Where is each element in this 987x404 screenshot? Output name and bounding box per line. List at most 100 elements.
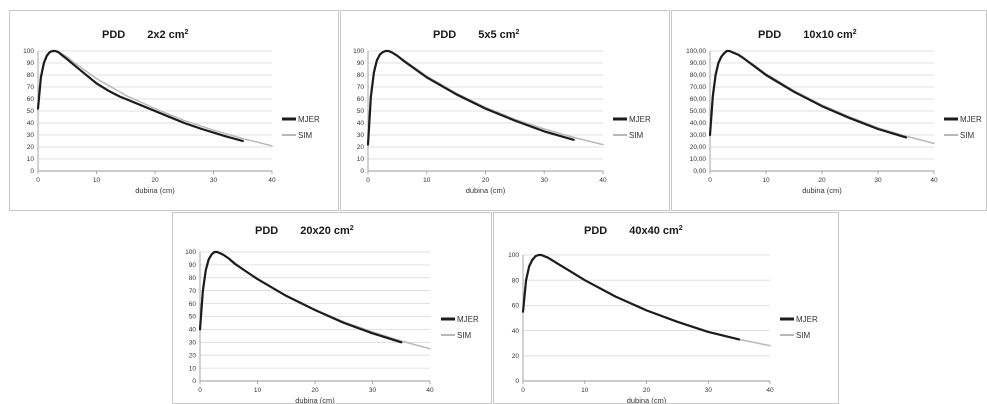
y-tick-label: 0,00 [693, 168, 706, 175]
chart-field-superscript: 2 [185, 29, 189, 36]
y-tick-label: 80 [512, 277, 520, 284]
series-line-mjer [366, 49, 575, 146]
chart-title-label: PDD [584, 225, 607, 237]
chart-panel-2x2: PDD 2x2 cm2 0 10 20 30 40 50 60 70 80 90 100 0 10 20 30 4… [9, 10, 339, 211]
y-tick-label: 40,00 [690, 120, 707, 127]
x-tick-label: 10 [93, 177, 101, 184]
y-tick-label: 10 [189, 365, 197, 372]
chart-title: PDD 2x2 cm2 [102, 29, 189, 41]
y-tick-label: 10 [27, 156, 35, 163]
x-tick-label: 0 [708, 177, 712, 184]
chart-field-superscript: 2 [516, 29, 520, 36]
legend-label-sim: SIM [796, 331, 811, 340]
y-tick-label: 30,00 [690, 132, 707, 139]
x-tick-label: 40 [930, 177, 938, 184]
y-tick-label: 100 [23, 48, 34, 55]
y-tick-label: 70 [189, 288, 197, 295]
legend-label-sim: SIM [629, 131, 644, 140]
y-tick-label: 20,00 [690, 144, 707, 151]
y-tick-label: 60 [189, 301, 197, 308]
legend-label-mjer: MJER [796, 315, 818, 324]
chart-svg-10x10: PDD 10x10 cm20,0010,0020,0030,0040,0050,0… [686, 29, 982, 195]
chart-panel-10x10: PDD 10x10 cm2 0,00 10,00 20,00 30,00 40,00 50,0… [671, 10, 987, 211]
series-line-sim [522, 254, 771, 347]
y-tick-label: 90 [357, 60, 365, 67]
x-tick-label: 40 [599, 177, 607, 184]
legend-label-mjer: MJER [457, 315, 479, 324]
chart-field-size: 10x10 cm [803, 29, 853, 41]
y-tick-label: 60 [27, 96, 35, 103]
x-tick-label: 30 [705, 387, 713, 394]
y-tick-label: 100,00 [686, 48, 706, 55]
y-tick-label: 70 [357, 84, 365, 91]
y-tick-label: 90 [189, 262, 197, 269]
y-tick-label: 30 [27, 132, 35, 139]
chart-field-size: 20x20 cm [300, 225, 350, 237]
y-tick-label: 60,00 [690, 96, 707, 103]
x-tick-label: 20 [151, 177, 159, 184]
chart-title: PDD 5x5 cm2 [433, 29, 520, 41]
chart-panel-20x20: PDD 20x20 cm2 0 10 20 30 40 50 60 70 80 90 100 0 10 20 3… [172, 212, 492, 404]
y-tick-label: 70 [27, 84, 35, 91]
chart-title: PDD 40x40 cm2 [584, 225, 683, 237]
y-tick-label: 60 [512, 303, 520, 310]
x-tick-label: 0 [198, 387, 202, 394]
y-tick-label: 10 [357, 156, 365, 163]
x-axis-label: dubina (cm) [627, 396, 667, 404]
y-tick-label: 70,00 [690, 84, 707, 91]
legend-label-mjer: MJER [960, 115, 982, 124]
x-tick-label: 0 [36, 177, 40, 184]
y-tick-label: 0 [30, 168, 34, 175]
chart-field-superscript: 2 [853, 29, 857, 36]
x-axis-label: dubina (cm) [295, 396, 335, 404]
y-tick-label: 30 [357, 132, 365, 139]
y-tick-label: 40 [189, 327, 197, 334]
chart-field-size: 40x40 cm [629, 225, 679, 237]
y-tick-label: 20 [357, 144, 365, 151]
series-line-mjer [708, 49, 908, 139]
y-tick-label: 50,00 [690, 108, 707, 115]
legend-label-mjer: MJER [298, 115, 320, 124]
x-axis-label: dubina (cm) [135, 186, 175, 195]
y-tick-label: 50 [357, 108, 365, 115]
chart-field-size: 2x2 cm [147, 29, 185, 41]
legend-label-sim: SIM [298, 131, 313, 140]
y-tick-label: 80 [27, 72, 35, 79]
x-tick-label: 30 [369, 387, 377, 394]
legend-label-sim: SIM [960, 131, 975, 140]
series-line-mjer [521, 253, 741, 341]
y-tick-label: 80,00 [690, 72, 707, 79]
x-tick-label: 40 [426, 387, 434, 394]
chart-title-label: PDD [758, 29, 781, 41]
y-tick-label: 80 [189, 275, 197, 282]
chart-title-label: PDD [255, 225, 278, 237]
chart-field-superscript: 2 [350, 225, 354, 232]
series-line-sim [709, 50, 935, 145]
chart-field-superscript: 2 [679, 225, 683, 232]
y-tick-label: 50 [189, 314, 197, 321]
series-line-mjer [36, 49, 244, 143]
x-tick-label: 20 [818, 177, 826, 184]
y-tick-label: 0 [192, 378, 196, 385]
x-axis-label: dubina (cm) [802, 186, 842, 195]
y-tick-label: 50 [27, 108, 35, 115]
y-tick-label: 0 [515, 378, 519, 385]
y-tick-label: 40 [27, 120, 35, 127]
y-tick-label: 30 [189, 340, 197, 347]
x-tick-label: 20 [643, 387, 651, 394]
x-tick-label: 10 [762, 177, 770, 184]
x-tick-label: 40 [268, 177, 276, 184]
y-tick-label: 90 [27, 60, 35, 67]
chart-title-label: PDD [433, 29, 456, 41]
x-tick-label: 0 [366, 177, 370, 184]
x-tick-label: 30 [210, 177, 218, 184]
x-tick-label: 10 [254, 387, 262, 394]
legend-label-sim: SIM [457, 331, 472, 340]
x-tick-label: 10 [581, 387, 589, 394]
chart-panel-40x40: PDD 40x40 cm2 0 20 40 60 80 100 0 10 20 30 40 dubina … [493, 212, 839, 404]
series-line-mjer [198, 250, 403, 344]
